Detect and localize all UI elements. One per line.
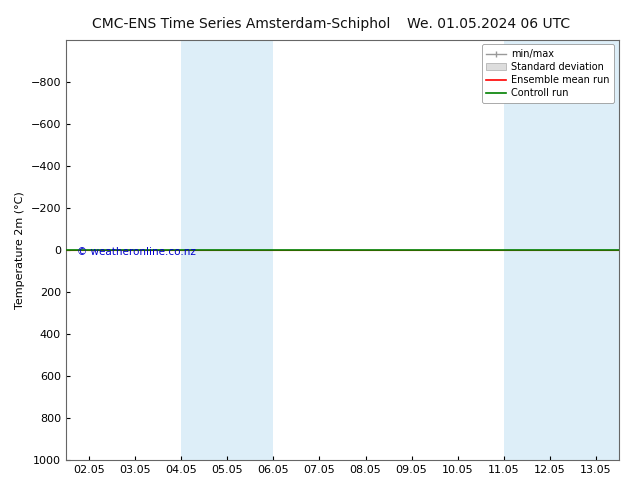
Legend: min/max, Standard deviation, Ensemble mean run, Controll run: min/max, Standard deviation, Ensemble me… — [482, 45, 614, 103]
Y-axis label: Temperature 2m (°C): Temperature 2m (°C) — [15, 191, 25, 309]
Bar — [181, 40, 273, 460]
Text: We. 01.05.2024 06 UTC: We. 01.05.2024 06 UTC — [406, 17, 570, 31]
Text: CMC-ENS Time Series Amsterdam-Schiphol: CMC-ENS Time Series Amsterdam-Schiphol — [92, 17, 390, 31]
Text: © weatheronline.co.nz: © weatheronline.co.nz — [77, 247, 196, 257]
Bar — [504, 40, 619, 460]
